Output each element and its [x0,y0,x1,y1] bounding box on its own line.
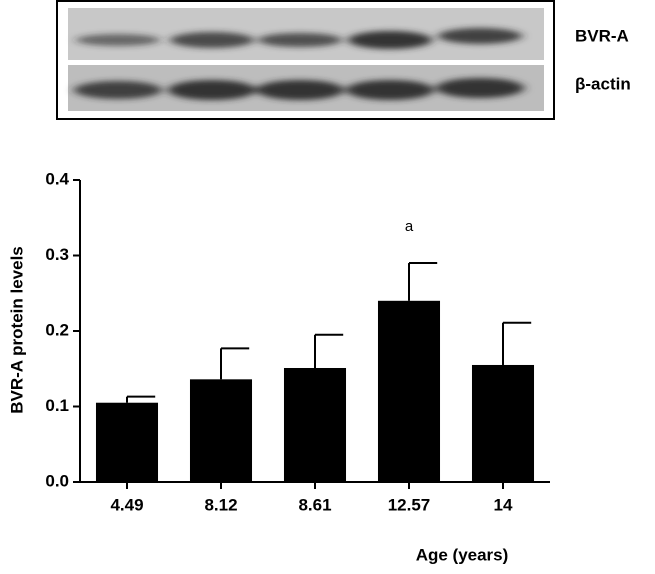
y-tick-label: 0.2 [45,320,69,339]
bar [189,379,253,482]
blot-label: BVR-A [575,26,629,45]
bar [95,402,159,482]
bar [377,300,441,482]
x-tick-label: 12.57 [388,495,431,514]
y-tick-label: 0.4 [45,169,69,188]
bands [74,28,524,100]
western-blot: BVR-A β-actin [56,0,631,120]
y-tick-label: 0.3 [45,245,69,264]
bar [471,364,535,482]
blot-label: β-actin [575,74,631,93]
x-tick-label: 8.61 [298,495,331,514]
x-tick-label: 14 [494,495,513,514]
x-tick-label: 8.12 [204,495,237,514]
y-axis-label: BVR-A protein levels [7,246,26,414]
x-axis-label: Age (years) [416,545,509,564]
y-tick-label: 0.1 [45,396,69,415]
x-tick-label: 4.49 [110,495,143,514]
y-tick-label: 0.0 [45,471,69,490]
annotation: a [405,218,414,235]
bar [283,367,347,482]
